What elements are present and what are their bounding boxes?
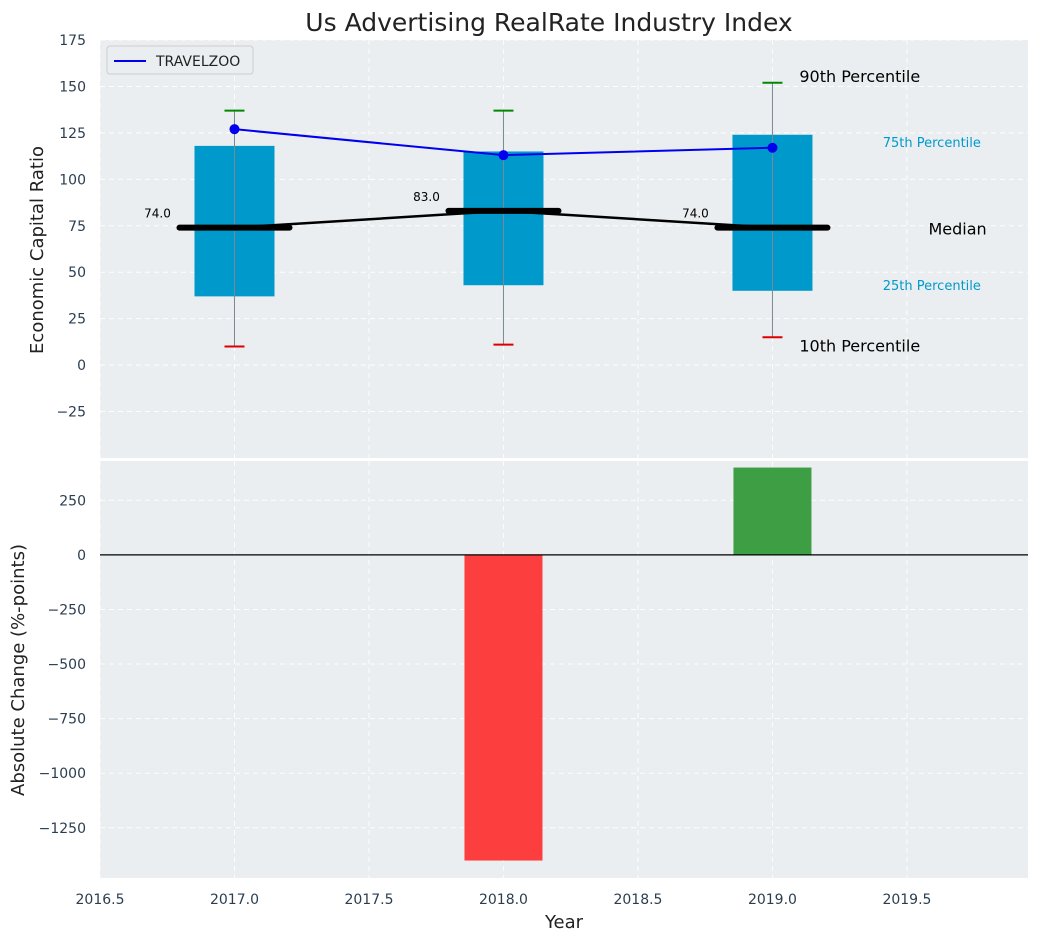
- percentile-annotation: 75th Percentile: [883, 136, 981, 151]
- y-tick-label: −25: [56, 405, 86, 421]
- y-tick-label: 125: [59, 126, 86, 142]
- chart-title: Us Advertising RealRate Industry Index: [305, 8, 792, 37]
- percentile-annotation: 90th Percentile: [799, 67, 920, 86]
- y-tick-label: 100: [59, 172, 86, 188]
- x-tick-label: 2017.0: [210, 892, 259, 908]
- y-tick-label: −250: [48, 602, 86, 618]
- x-tick-label: 2019.5: [882, 892, 931, 908]
- x-tick-label: 2017.5: [344, 892, 393, 908]
- x-tick-label: 2018.5: [613, 892, 662, 908]
- y-tick-label: 25: [68, 312, 86, 328]
- x-axis-label: Year: [544, 912, 584, 933]
- y-tick-label: −1000: [39, 766, 86, 782]
- percentile-annotation: Median: [928, 219, 986, 238]
- axis-ticks: −250255075100125150175−1250−1000−750−500…: [39, 33, 932, 908]
- y-axis-label-bottom: Absolute Change (%-points): [8, 544, 29, 796]
- change-chart: [100, 467, 1028, 861]
- travelzoo-point: [229, 124, 240, 135]
- y-tick-label: −750: [48, 712, 86, 728]
- change-bar: [464, 554, 543, 861]
- legend: TRAVELZOO: [106, 45, 254, 75]
- percentile-annotation: 25th Percentile: [883, 279, 981, 294]
- y-tick-label: 50: [68, 265, 86, 281]
- bottom-plot-background: [100, 461, 1028, 878]
- median-value-label: 74.0: [144, 207, 171, 221]
- y-tick-label: −500: [48, 657, 86, 673]
- legend-entry-travelzoo: TRAVELZOO: [155, 54, 240, 70]
- median-value-label: 74.0: [682, 207, 709, 221]
- percentile-annotation: 10th Percentile: [799, 337, 920, 356]
- travelzoo-point: [767, 142, 778, 153]
- travelzoo-point: [498, 150, 509, 161]
- y-axis-label-top: Economic Capital Ratio: [27, 146, 48, 354]
- y-tick-label: 75: [68, 219, 86, 235]
- legend-box: [106, 45, 254, 75]
- x-tick-label: 2019.0: [748, 892, 797, 908]
- percentile-chart: 74.0 83.0 74.0 90th Percentile 75th Percenti…: [144, 67, 987, 355]
- y-tick-label: 0: [77, 358, 86, 374]
- y-tick-label: 175: [59, 33, 86, 49]
- y-tick-label: 150: [59, 79, 86, 95]
- change-bar: [733, 467, 812, 555]
- median-value-label: 83.0: [413, 190, 440, 204]
- x-tick-label: 2016.5: [76, 892, 125, 908]
- y-tick-label: 0: [77, 548, 86, 564]
- x-tick-label: 2018.0: [479, 892, 528, 908]
- y-tick-label: −1250: [39, 821, 86, 837]
- y-tick-label: 250: [59, 493, 86, 509]
